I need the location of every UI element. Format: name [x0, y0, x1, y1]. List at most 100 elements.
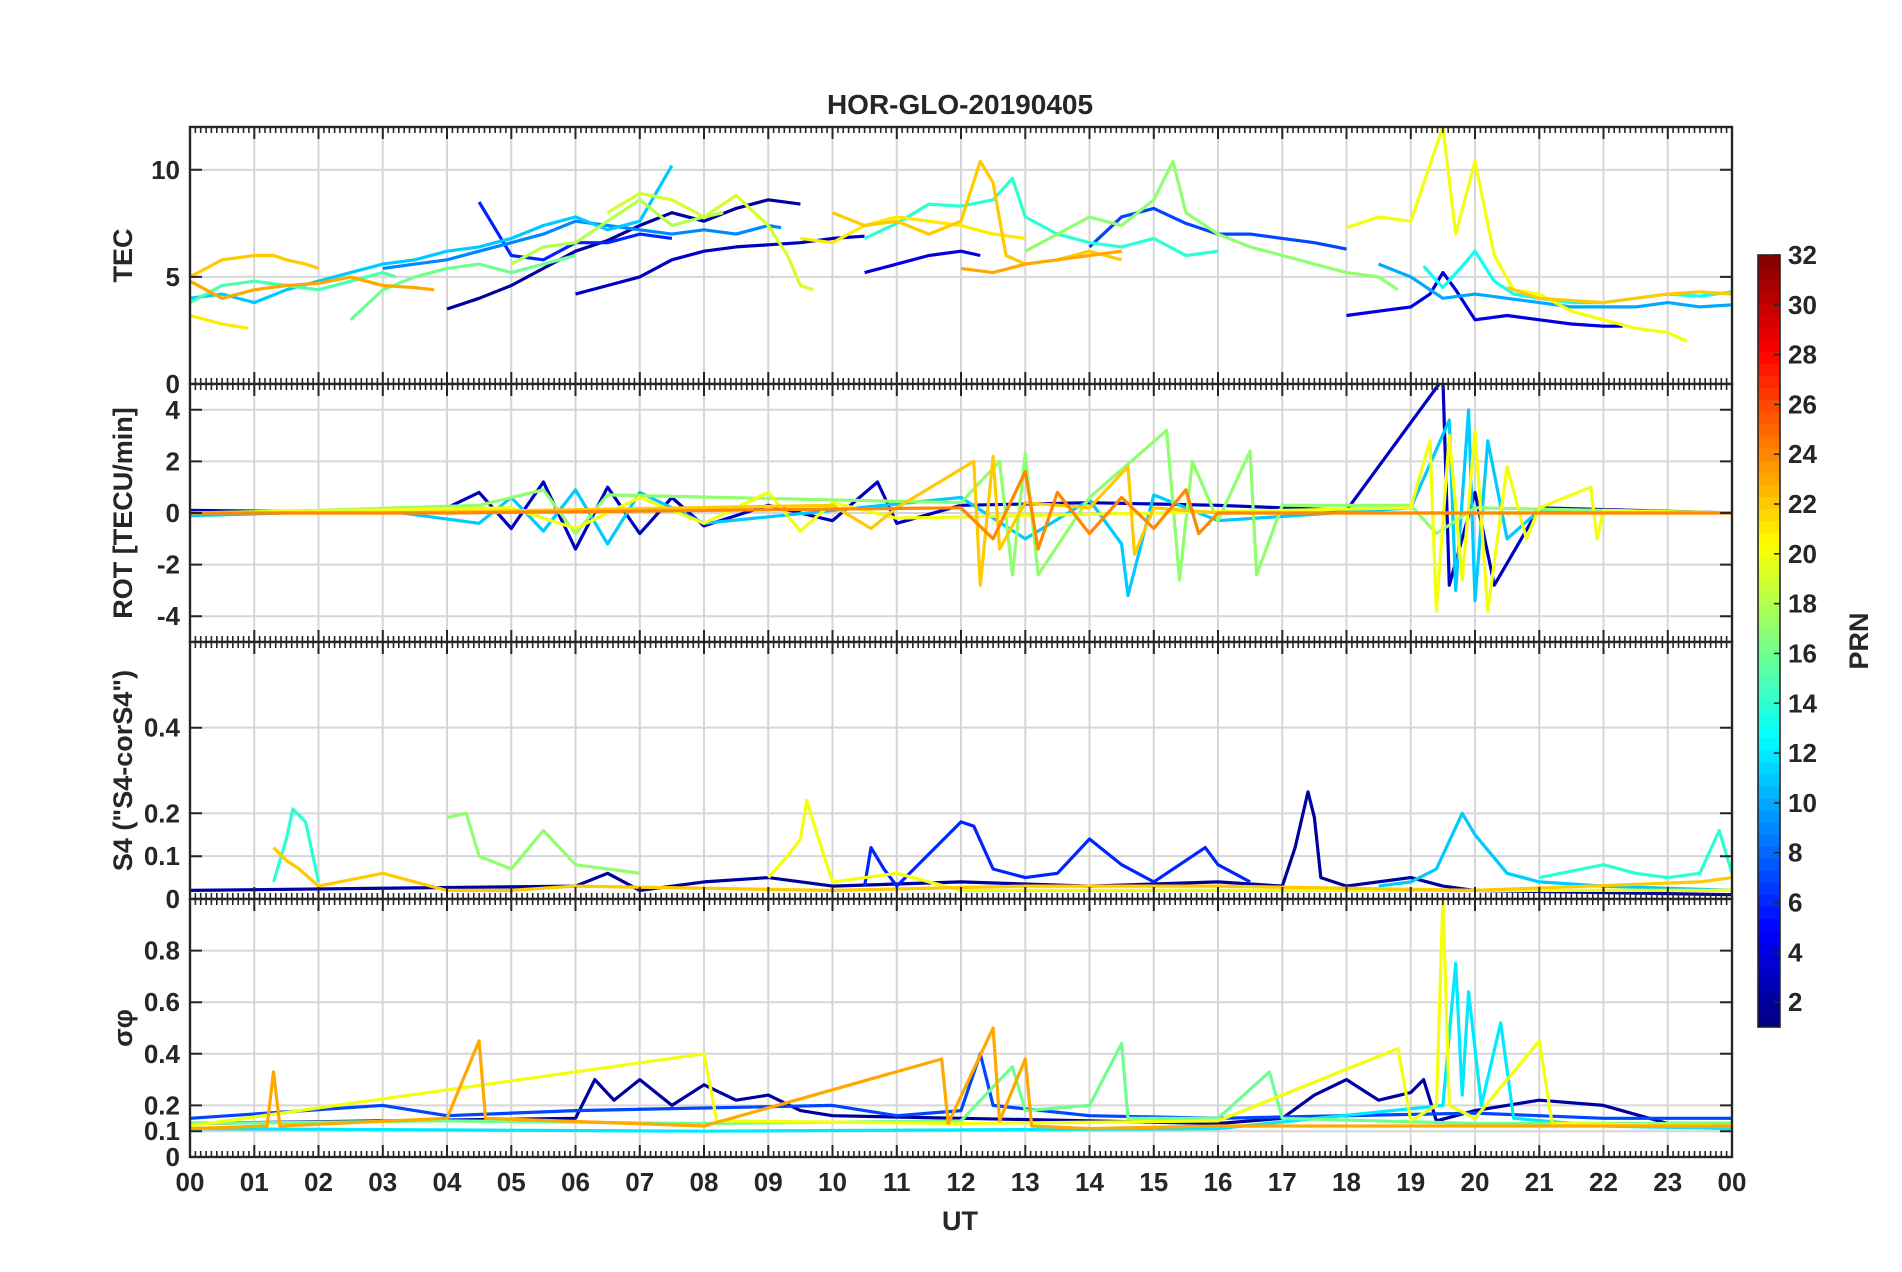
colorbar-segment: [1758, 423, 1780, 437]
colorbar-segment: [1758, 532, 1780, 546]
panel-sigma-frame: [188, 897, 1734, 1159]
panel-s4: 0 0.1 0.2 0.4S4 ("S4-corS4"): [108, 640, 1734, 914]
series-line-prn-22: [1506, 286, 1732, 305]
series-line-prn-2: [190, 1077, 1732, 1126]
series-line-prn-17: [1024, 159, 1399, 292]
colorbar-segment: [1758, 1014, 1780, 1028]
colorbar-frame: [1757, 254, 1781, 1028]
panel-tec: 0 5 10 TEC: [108, 125, 1734, 399]
series-line-prn-20: [190, 428, 1732, 613]
colorbar-segment: [1758, 990, 1780, 1004]
colorbar-segment: [1758, 906, 1780, 920]
x-tick-label: 12: [947, 1167, 976, 1197]
colorbar-segment: [1758, 954, 1780, 968]
colorbar-segment: [1758, 797, 1780, 811]
series-line-prn-11: [190, 164, 674, 305]
colorbar-segment: [1758, 363, 1780, 377]
colorbar-segment: [1758, 387, 1780, 401]
colorbar-segment: [1758, 785, 1780, 799]
colorbar-segment: [1758, 1002, 1780, 1016]
x-tick-label: 20: [1461, 1167, 1490, 1197]
series-line-prn-22: [190, 454, 1732, 587]
x-tick-label: 06: [561, 1167, 590, 1197]
colorbar-segment: [1758, 930, 1780, 944]
colorbar-segment: [1758, 677, 1780, 690]
x-tick-label: 17: [1268, 1167, 1297, 1197]
colorbar-tick-label: 14: [1788, 688, 1817, 718]
colorbar-segment: [1758, 411, 1780, 425]
colorbar-segment: [1758, 737, 1780, 751]
y-tick-label: -2: [157, 550, 180, 580]
y-tick-label: 0.4: [144, 713, 181, 743]
series-line-prn-16: [190, 1041, 1732, 1126]
colorbar-segment: [1758, 761, 1780, 775]
series-line-prn-3: [190, 384, 1732, 587]
series-line-prn-23: [960, 249, 1122, 275]
series-line-prn-20: [190, 899, 1732, 1128]
series-line-prn-14: [863, 176, 1219, 258]
colorbar-segment: [1758, 773, 1780, 787]
colorbar-segment: [1758, 339, 1780, 353]
colorbar-segment: [1758, 628, 1780, 642]
colorbar-segment: [1758, 472, 1780, 485]
colorbar-tick-label: 8: [1788, 838, 1802, 868]
x-tick-label: 08: [690, 1167, 719, 1197]
colorbar-segment: [1758, 592, 1780, 606]
colorbar-tick-label: 26: [1788, 389, 1817, 419]
colorbar-segment: [1758, 496, 1780, 509]
x-tick-label: 19: [1396, 1167, 1425, 1197]
colorbar-segment: [1758, 580, 1780, 594]
y-tick-label: 0.8: [144, 936, 180, 966]
x-axis-label: UT: [942, 1206, 978, 1236]
x-tick-label: 02: [304, 1167, 333, 1197]
series-line-prn-24: [190, 470, 1732, 551]
colorbar-segment: [1758, 568, 1780, 582]
colorbar-segment: [1758, 870, 1780, 883]
y-tick-label: 0.6: [144, 987, 180, 1017]
colorbar-segment: [1758, 665, 1780, 678]
colorbar-segment: [1758, 435, 1780, 449]
colorbar-segment: [1758, 713, 1780, 727]
x-tick-label: 15: [1139, 1167, 1168, 1197]
minor-ticks: [194, 899, 1728, 1157]
x-tick-label: 03: [368, 1167, 397, 1197]
y-tick-label: 0: [166, 369, 180, 399]
y-tick-label: 0: [166, 884, 180, 914]
series-line-prn-20: [767, 798, 1732, 893]
colorbar-tick-label: 6: [1788, 887, 1802, 917]
colorbar-segment: [1758, 725, 1780, 739]
colorbar-segment: [1758, 653, 1780, 666]
colorbar-segment: [1758, 303, 1780, 316]
series-line-prn-11: [190, 408, 1732, 603]
series-line-prn-19: [606, 191, 814, 292]
colorbar-segment: [1758, 484, 1780, 497]
x-tick-label: 01: [240, 1167, 269, 1197]
colorbar-segment: [1758, 641, 1780, 654]
colorbar-segment: [1758, 544, 1780, 558]
colorbar-label: PRN: [1844, 612, 1874, 669]
series-line-prn-15: [190, 271, 397, 305]
colorbar-segment: [1758, 520, 1780, 534]
colorbar-tick-label: 28: [1788, 340, 1817, 370]
series-line-prn-14: [1538, 828, 1732, 880]
y-tick-label: -4: [157, 601, 181, 631]
colorbar-segment: [1758, 279, 1780, 292]
colorbar-segment: [1758, 327, 1780, 341]
series-line-prn-4: [864, 249, 981, 275]
colorbar-segment: [1758, 616, 1780, 630]
x-tick-label: 09: [754, 1167, 783, 1197]
colorbar-segment: [1758, 351, 1780, 365]
series-line-prn-16: [349, 253, 576, 321]
series-line-prn-4: [1346, 271, 1623, 328]
colorbar-tick-label: 20: [1788, 539, 1817, 569]
colorbar-segment: [1758, 809, 1780, 823]
y-tick-label: 2: [166, 446, 180, 476]
x-tick-label: 14: [1075, 1167, 1104, 1197]
y-tick-label: 10: [151, 155, 180, 185]
y-tick-label: 0.4: [144, 1039, 181, 1069]
colorbar-tick-label: 22: [1788, 489, 1817, 519]
x-tick-label: 18: [1332, 1167, 1361, 1197]
x-tick-label: 11: [883, 1167, 911, 1197]
